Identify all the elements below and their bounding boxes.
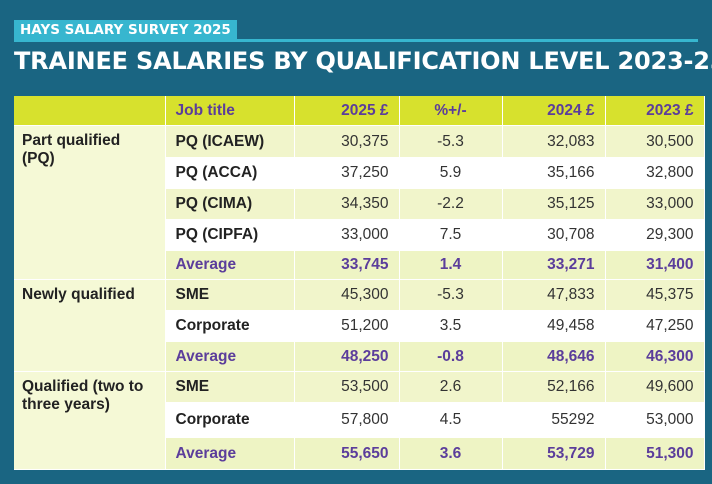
salary-2024-cell: 32,083 <box>502 125 606 158</box>
salary-2024-cell: 35,166 <box>502 157 606 189</box>
job-title-cell: PQ (CIMA) <box>165 188 295 220</box>
survey-label: HAYS SALARY SURVEY 2025 <box>14 20 237 40</box>
salary-2025-cell: 33,745 <box>294 250 400 280</box>
salary-2024-cell: 47,833 <box>502 279 606 311</box>
job-title-cell: Corporate <box>165 310 295 342</box>
change-cell: 3.6 <box>399 437 503 470</box>
column-header-2023: 2023 £ <box>605 96 705 126</box>
salary-2023-cell: 53,000 <box>605 402 705 438</box>
change-cell: 7.5 <box>399 219 503 251</box>
change-cell: 3.5 <box>399 310 503 342</box>
salary-2025-cell: 55,650 <box>294 437 400 470</box>
salary-2023-cell: 45,375 <box>605 279 705 311</box>
change-cell: -5.3 <box>399 125 503 158</box>
salary-2025-cell: 33,000 <box>294 219 400 251</box>
table-row: Qualified (two to three years) SME 53,500 2… <box>14 371 705 470</box>
salary-2024-cell: 48,646 <box>502 341 606 372</box>
job-title-cell: SME <box>165 371 295 403</box>
salary-2024-cell: 49,458 <box>502 310 606 342</box>
salary-2025-cell: 51,200 <box>294 310 400 342</box>
salary-2024-cell: 33,271 <box>502 250 606 280</box>
page-title: TRAINEE SALARIES BY QUALIFICATION LEVEL … <box>14 47 712 75</box>
column-header-job-title: Job title <box>165 96 295 126</box>
table-row-average: Average 55,650 3.6 53,729 51,300 <box>14 437 705 470</box>
salary-2023-cell: 51,300 <box>605 437 705 470</box>
change-cell: -0.8 <box>399 341 503 372</box>
salary-2025-cell: 48,250 <box>294 341 400 372</box>
table-row: PQ (ACCA) 37,250 5.9 35,166 32,800 <box>14 157 705 189</box>
salary-2023-cell: 29,300 <box>605 219 705 251</box>
salary-2024-cell: 55292 <box>502 402 606 438</box>
job-title-cell: Average <box>165 250 295 280</box>
table-header-row: Job title 2025 £ %+/- 2024 £ 2023 £ <box>14 96 705 126</box>
salary-2023-cell: 47,250 <box>605 310 705 342</box>
salary-2024-cell: 52,166 <box>502 371 606 403</box>
table-row: Part qualified (PQ) PQ (ICAEW) 30,375 -5.3 3… <box>14 125 705 280</box>
change-cell: 2.6 <box>399 371 503 403</box>
table-row: PQ (CIMA) 34,350 -2.2 35,125 33,000 <box>14 188 705 220</box>
column-header-2025: 2025 £ <box>294 96 400 126</box>
table-row: Corporate 57,800 4.5 55292 53,000 <box>14 402 705 438</box>
salary-2025-cell: 37,250 <box>294 157 400 189</box>
column-header-2024: 2024 £ <box>502 96 606 126</box>
job-title-cell: PQ (CIPFA) <box>165 219 295 251</box>
accent-rule <box>14 39 698 42</box>
salary-2023-cell: 32,800 <box>605 157 705 189</box>
job-title-cell: SME <box>165 279 295 311</box>
group-label: Newly qualified <box>14 279 166 372</box>
salary-2023-cell: 31,400 <box>605 250 705 280</box>
job-title-cell: Average <box>165 341 295 372</box>
change-cell: 4.5 <box>399 402 503 438</box>
column-header-group <box>14 96 166 126</box>
salary-2023-cell: 46,300 <box>605 341 705 372</box>
job-title-cell: PQ (ICAEW) <box>165 125 295 158</box>
salary-2023-cell: 49,600 <box>605 371 705 403</box>
salary-2024-cell: 30,708 <box>502 219 606 251</box>
salary-2024-cell: 53,729 <box>502 437 606 470</box>
salary-table: Job title 2025 £ %+/- 2024 £ 2023 £ Part… <box>14 96 705 470</box>
salary-2025-cell: 57,800 <box>294 402 400 438</box>
change-cell: 1.4 <box>399 250 503 280</box>
group-label: Part qualified (PQ) <box>14 125 166 280</box>
salary-2025-cell: 45,300 <box>294 279 400 311</box>
job-title-cell: Average <box>165 437 295 470</box>
column-header-change: %+/- <box>399 96 503 126</box>
job-title-cell: Corporate <box>165 402 295 438</box>
salary-2025-cell: 34,350 <box>294 188 400 220</box>
change-cell: -5.3 <box>399 279 503 311</box>
salary-table-body: Part qualified (PQ) PQ (ICAEW) 30,375 -5.3 3… <box>14 125 705 470</box>
salary-2023-cell: 33,000 <box>605 188 705 220</box>
table-row: Corporate 51,200 3.5 49,458 47,250 <box>14 310 705 342</box>
table-row: PQ (CIPFA) 33,000 7.5 30,708 29,300 <box>14 219 705 251</box>
salary-table-panel: Job title 2025 £ %+/- 2024 £ 2023 £ Part… <box>14 96 705 470</box>
change-cell: 5.9 <box>399 157 503 189</box>
salary-2025-cell: 53,500 <box>294 371 400 403</box>
table-row-average: Average 48,250 -0.8 48,646 46,300 <box>14 341 705 372</box>
table-row-average: Average 33,745 1.4 33,271 31,400 <box>14 250 705 280</box>
job-title-cell: PQ (ACCA) <box>165 157 295 189</box>
table-row: Newly qualified SME 45,300 -5.3 47,833 45,375 <box>14 279 705 372</box>
salary-2025-cell: 30,375 <box>294 125 400 158</box>
group-label: Qualified (two to three years) <box>14 371 166 470</box>
salary-2024-cell: 35,125 <box>502 188 606 220</box>
salary-2023-cell: 30,500 <box>605 125 705 158</box>
change-cell: -2.2 <box>399 188 503 220</box>
